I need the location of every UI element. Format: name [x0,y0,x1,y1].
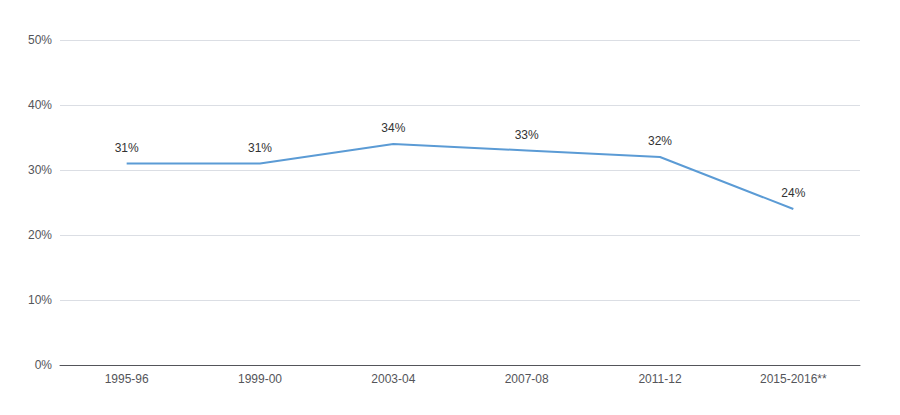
svg-text:34%: 34% [381,121,405,135]
svg-text:2003-04: 2003-04 [371,372,415,386]
svg-text:50%: 50% [28,33,52,47]
svg-text:31%: 31% [115,141,139,155]
svg-text:31%: 31% [248,141,272,155]
svg-text:33%: 33% [515,128,539,142]
svg-text:10%: 10% [28,293,52,307]
svg-text:2007-08: 2007-08 [505,372,549,386]
svg-text:2015-2016**: 2015-2016** [760,372,827,386]
svg-text:32%: 32% [648,134,672,148]
svg-text:2011-12: 2011-12 [638,372,681,386]
svg-text:0%: 0% [35,358,53,372]
svg-text:20%: 20% [28,228,52,242]
svg-text:40%: 40% [28,98,52,112]
svg-text:30%: 30% [28,163,52,177]
svg-text:24%: 24% [781,186,805,200]
svg-text:1999-00: 1999-00 [238,372,282,386]
svg-text:1995-96: 1995-96 [105,372,149,386]
